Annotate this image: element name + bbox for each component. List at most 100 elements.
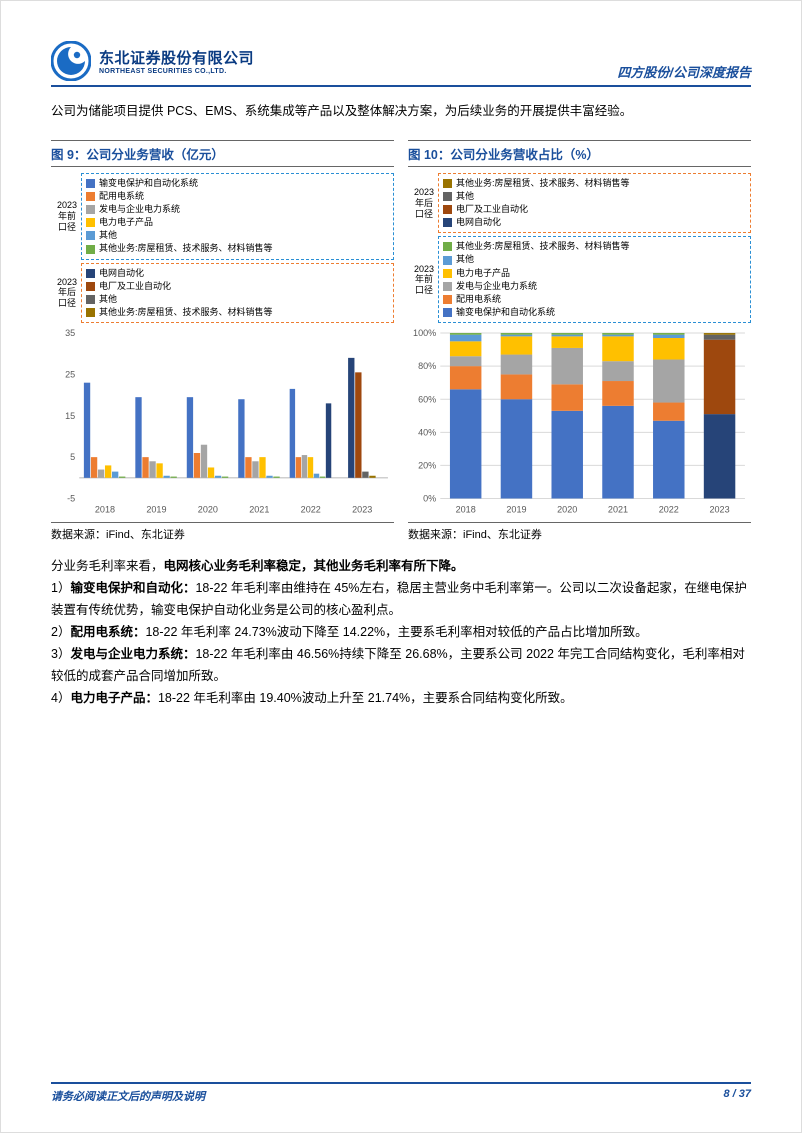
svg-text:2021: 2021 bbox=[249, 504, 269, 514]
legend-item: 配用电系统 bbox=[86, 190, 387, 203]
legend-swatch bbox=[86, 245, 95, 254]
svg-text:5: 5 bbox=[70, 452, 75, 462]
svg-text:2018: 2018 bbox=[456, 504, 476, 514]
legend-label: 电厂及工业自动化 bbox=[456, 203, 528, 216]
svg-text:2021: 2021 bbox=[608, 504, 628, 514]
legend-label: 其他 bbox=[456, 253, 474, 266]
legend-swatch bbox=[86, 282, 95, 291]
legend-swatch bbox=[443, 295, 452, 304]
svg-text:100%: 100% bbox=[413, 328, 436, 338]
legend-swatch bbox=[86, 218, 95, 227]
legend-item: 电力电子产品 bbox=[443, 267, 744, 280]
svg-text:20%: 20% bbox=[418, 460, 436, 470]
svg-text:-5: -5 bbox=[67, 493, 75, 503]
intro-paragraph: 公司为储能项目提供 PCS、EMS、系统集成等产品以及整体解决方案，为后续业务的… bbox=[51, 101, 751, 122]
legend-block-post2023: 2023 年后 口径 电网自动化电厂及工业自动化其他其他业务:房屋租赁、技术服务… bbox=[81, 263, 394, 323]
legend-item: 其他 bbox=[86, 293, 387, 306]
figure-9-chart: -55152535201820192020202120222023 bbox=[51, 327, 394, 519]
legend-label: 其他 bbox=[456, 190, 474, 203]
legend-item: 输变电保护和自动化系统 bbox=[443, 306, 744, 319]
legend-label: 电厂及工业自动化 bbox=[99, 280, 171, 293]
legend-item: 电力电子产品 bbox=[86, 216, 387, 229]
footer-disclaimer: 请务必阅读正文后的声明及说明 bbox=[51, 1088, 205, 1104]
page-footer: 请务必阅读正文后的声明及说明 8 / 37 bbox=[51, 1082, 751, 1104]
svg-text:40%: 40% bbox=[418, 427, 436, 437]
svg-text:2020: 2020 bbox=[557, 504, 577, 514]
legend-swatch bbox=[443, 308, 452, 317]
legend-label: 输变电保护和自动化系统 bbox=[456, 306, 555, 319]
legend-swatch bbox=[86, 295, 95, 304]
figure-10-title: 图 10：公司分业务营收占比（%） bbox=[408, 140, 751, 167]
logo-area: 东北证券股份有限公司 NORTHEAST SECURITIES CO.,LTD. bbox=[51, 41, 254, 81]
legend-swatch bbox=[443, 179, 452, 188]
svg-text:15: 15 bbox=[65, 411, 75, 421]
legend-swatch bbox=[86, 179, 95, 188]
figure-row: 图 9：公司分业务营收（亿元） 2023 年前 口径 输变电保护和自动化系统配用… bbox=[51, 140, 751, 542]
legend-item: 其他 bbox=[443, 253, 744, 266]
legend-label-post2023: 2023 年后 口径 bbox=[54, 276, 80, 308]
legend-block-pre2023-f10: 2023 年前 口径 其他业务:房屋租赁、技术服务、材料销售等其他电力电子产品发… bbox=[438, 236, 751, 322]
legend-label: 其他业务:房屋租赁、技术服务、材料销售等 bbox=[456, 240, 630, 253]
legend-swatch bbox=[86, 269, 95, 278]
legend-item: 配用电系统 bbox=[443, 293, 744, 306]
legend-swatch bbox=[86, 205, 95, 214]
legend-label: 发电与企业电力系统 bbox=[456, 280, 537, 293]
svg-text:60%: 60% bbox=[418, 394, 436, 404]
figure-9-legend: 2023 年前 口径 输变电保护和自动化系统配用电系统发电与企业电力系统电力电子… bbox=[51, 173, 394, 322]
legend-label: 电网自动化 bbox=[456, 216, 501, 229]
page-number: 8 / 37 bbox=[723, 1088, 751, 1104]
figure-10: 图 10：公司分业务营收占比（%） 2023 年后 口径 其他业务:房屋租赁、技… bbox=[408, 140, 751, 542]
svg-text:2023: 2023 bbox=[352, 504, 372, 514]
legend-swatch bbox=[443, 242, 452, 251]
legend-item: 电厂及工业自动化 bbox=[86, 280, 387, 293]
analysis-point: 1）输变电保护和自动化：18-22 年毛利率由维持在 45%左右，稳居主营业务中… bbox=[51, 578, 751, 622]
legend-swatch bbox=[443, 205, 452, 214]
analysis-point: 4）电力电子产品：18-22 年毛利率由 19.40%波动上升至 21.74%，… bbox=[51, 688, 751, 710]
legend-label: 其他业务:房屋租赁、技术服务、材料销售等 bbox=[99, 306, 273, 319]
figure-9-title: 图 9：公司分业务营收（亿元） bbox=[51, 140, 394, 167]
legend-label: 电力电子产品 bbox=[99, 216, 153, 229]
figure-9: 图 9：公司分业务营收（亿元） 2023 年前 口径 输变电保护和自动化系统配用… bbox=[51, 140, 394, 542]
legend-label: 电力电子产品 bbox=[456, 267, 510, 280]
legend-item: 其他业务:房屋租赁、技术服务、材料销售等 bbox=[86, 306, 387, 319]
lead-bold: 电网核心业务毛利率稳定，其他业务毛利率有所下降。 bbox=[164, 559, 464, 573]
legend-swatch bbox=[86, 308, 95, 317]
figure-10-source: 数据来源：iFind、东北证券 bbox=[408, 522, 751, 542]
svg-text:2019: 2019 bbox=[506, 504, 526, 514]
legend-item: 其他业务:房屋租赁、技术服务、材料销售等 bbox=[86, 242, 387, 255]
legend-label: 其他业务:房屋租赁、技术服务、材料销售等 bbox=[456, 177, 630, 190]
legend-swatch bbox=[443, 192, 452, 201]
svg-text:2023: 2023 bbox=[709, 504, 729, 514]
legend-swatch bbox=[443, 282, 452, 291]
legend-item: 输变电保护和自动化系统 bbox=[86, 177, 387, 190]
legend-block-post2023-f10: 2023 年后 口径 其他业务:房屋租赁、技术服务、材料销售等其他电厂及工业自动… bbox=[438, 173, 751, 233]
legend-item: 发电与企业电力系统 bbox=[86, 203, 387, 216]
legend-label: 其他 bbox=[99, 229, 117, 242]
legend-item: 发电与企业电力系统 bbox=[443, 280, 744, 293]
figure-9-source: 数据来源：iFind、东北证券 bbox=[51, 522, 394, 542]
svg-text:35: 35 bbox=[65, 328, 75, 338]
legend-item: 其他 bbox=[443, 190, 744, 203]
page-header: 东北证券股份有限公司 NORTHEAST SECURITIES CO.,LTD.… bbox=[51, 41, 751, 87]
report-subject: 四方股份/公司深度报告 bbox=[617, 62, 751, 81]
legend-label: 输变电保护和自动化系统 bbox=[99, 177, 198, 190]
company-name-en: NORTHEAST SECURITIES CO.,LTD. bbox=[99, 68, 254, 75]
legend-item: 电网自动化 bbox=[86, 267, 387, 280]
svg-text:80%: 80% bbox=[418, 361, 436, 371]
analysis-text: 分业务毛利率来看，电网核心业务毛利率稳定，其他业务毛利率有所下降。 1）输变电保… bbox=[51, 556, 751, 709]
legend-label: 发电与企业电力系统 bbox=[99, 203, 180, 216]
lead-text: 分业务毛利率来看， bbox=[51, 559, 164, 573]
analysis-point: 3）发电与企业电力系统：18-22 年毛利率由 46.56%持续下降至 26.6… bbox=[51, 644, 751, 688]
legend-label-pre2023: 2023 年前 口径 bbox=[54, 200, 80, 232]
legend-label-post2023-f10: 2023 年后 口径 bbox=[411, 187, 437, 219]
figure-10-legend: 2023 年后 口径 其他业务:房屋租赁、技术服务、材料销售等其他电厂及工业自动… bbox=[408, 173, 751, 322]
legend-item: 其他业务:房屋租赁、技术服务、材料销售等 bbox=[443, 177, 744, 190]
legend-swatch bbox=[443, 256, 452, 265]
legend-item: 其他业务:房屋租赁、技术服务、材料销售等 bbox=[443, 240, 744, 253]
legend-swatch bbox=[443, 218, 452, 227]
legend-block-pre2023: 2023 年前 口径 输变电保护和自动化系统配用电系统发电与企业电力系统电力电子… bbox=[81, 173, 394, 259]
svg-text:2020: 2020 bbox=[198, 504, 218, 514]
legend-swatch bbox=[86, 192, 95, 201]
svg-text:2022: 2022 bbox=[301, 504, 321, 514]
legend-item: 其他 bbox=[86, 229, 387, 242]
